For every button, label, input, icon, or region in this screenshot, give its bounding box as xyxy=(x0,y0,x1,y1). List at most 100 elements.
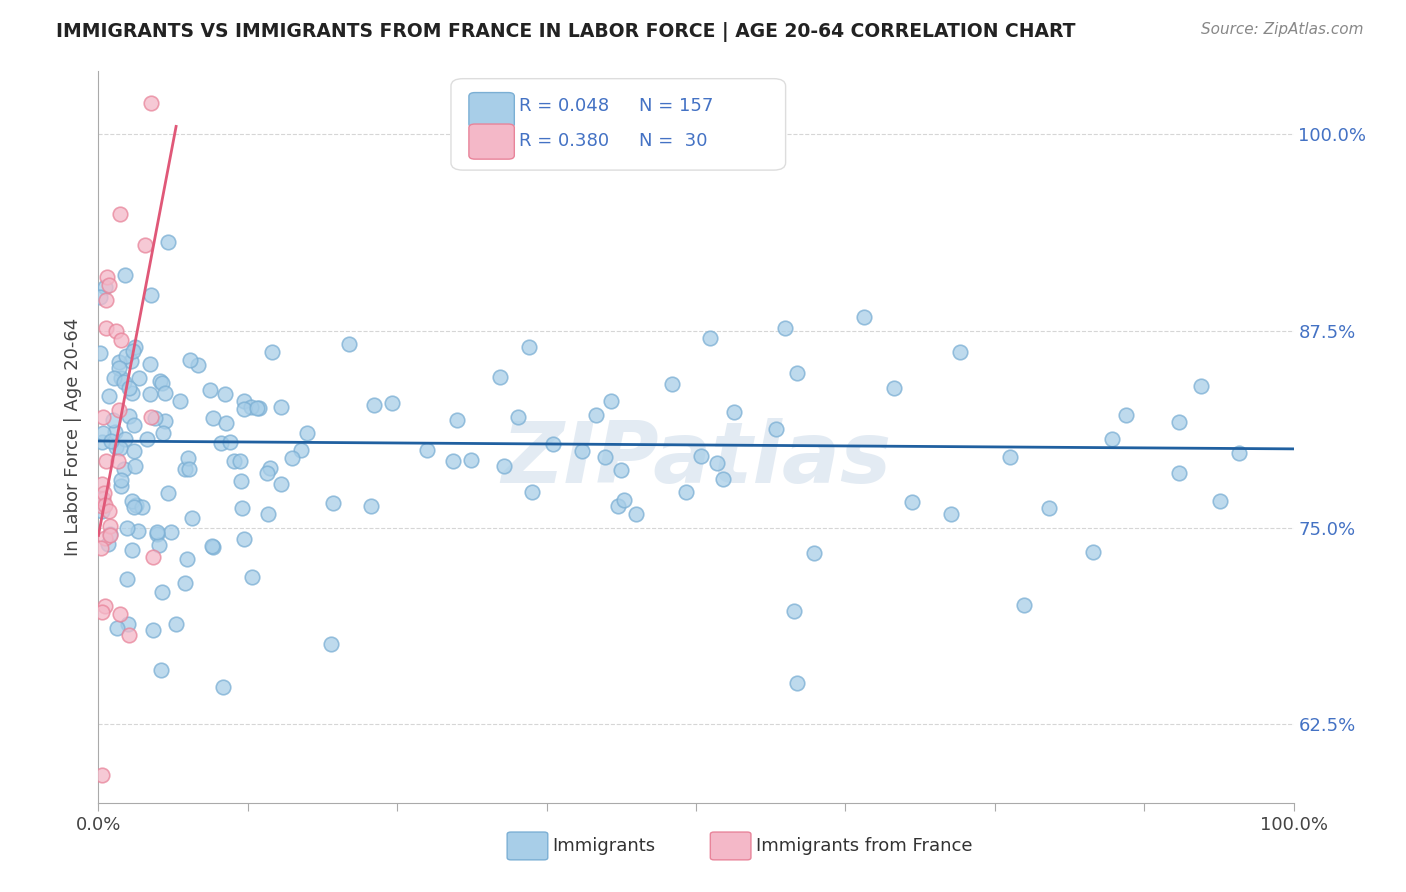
Point xyxy=(153,386,176,401)
Point xyxy=(121,385,143,400)
Point xyxy=(232,402,254,417)
Point xyxy=(1167,466,1189,480)
Text: R = 0.380: R = 0.380 xyxy=(519,132,609,150)
Point xyxy=(91,491,114,505)
Point xyxy=(219,434,242,449)
Point xyxy=(177,450,200,465)
Point xyxy=(117,409,139,424)
Point xyxy=(233,393,256,408)
Point xyxy=(152,425,174,440)
Point xyxy=(416,442,439,457)
Point xyxy=(624,508,647,522)
Point xyxy=(443,454,465,468)
Point xyxy=(257,507,280,521)
Point xyxy=(98,527,121,541)
Point xyxy=(1014,599,1036,613)
Point xyxy=(159,525,181,540)
Point xyxy=(706,456,728,470)
Point xyxy=(91,477,114,491)
Point xyxy=(337,337,360,351)
Point xyxy=(212,680,235,694)
Point xyxy=(94,321,117,335)
Point xyxy=(165,616,187,631)
Point xyxy=(157,486,180,500)
Point xyxy=(765,422,787,436)
Point xyxy=(94,531,117,545)
Point xyxy=(202,540,225,554)
Point xyxy=(215,416,238,430)
Point xyxy=(176,552,198,566)
Point xyxy=(360,499,382,513)
Point xyxy=(214,386,236,401)
Point xyxy=(661,377,683,392)
Text: Source: ZipAtlas.com: Source: ZipAtlas.com xyxy=(1201,22,1364,37)
Point xyxy=(93,485,115,500)
Point xyxy=(711,472,734,486)
Point xyxy=(120,354,142,368)
Point xyxy=(118,628,141,642)
Point xyxy=(901,495,924,509)
Point xyxy=(128,370,150,384)
Point xyxy=(108,361,131,376)
Point xyxy=(853,310,876,325)
Point xyxy=(150,584,173,599)
Point xyxy=(202,410,225,425)
Point xyxy=(91,426,114,441)
Point xyxy=(125,498,148,512)
FancyBboxPatch shape xyxy=(508,832,548,860)
Point xyxy=(321,636,343,650)
Point xyxy=(224,454,246,468)
Point xyxy=(105,622,128,636)
Point xyxy=(91,492,114,507)
Text: Immigrants: Immigrants xyxy=(553,837,655,855)
Point xyxy=(90,768,112,782)
Point xyxy=(675,485,697,500)
Point xyxy=(105,440,128,454)
Point xyxy=(112,375,135,389)
Point xyxy=(256,466,278,480)
FancyBboxPatch shape xyxy=(470,93,515,128)
Y-axis label: In Labor Force | Age 20-64: In Labor Force | Age 20-64 xyxy=(63,318,82,557)
Point xyxy=(883,381,905,395)
Point xyxy=(949,344,972,359)
Text: Immigrants from France: Immigrants from France xyxy=(756,837,972,855)
Point xyxy=(153,414,176,428)
Point xyxy=(295,425,318,440)
Point xyxy=(134,238,156,252)
Point xyxy=(322,496,344,510)
Point xyxy=(135,432,157,446)
Point xyxy=(520,484,543,499)
Point xyxy=(97,277,120,292)
Point xyxy=(281,451,304,466)
Point xyxy=(96,270,118,285)
Point xyxy=(1115,408,1137,422)
FancyBboxPatch shape xyxy=(451,78,786,170)
Point xyxy=(494,458,516,473)
Point xyxy=(198,383,221,397)
Point xyxy=(240,400,263,414)
Point xyxy=(110,371,132,385)
Point xyxy=(121,543,143,558)
Point xyxy=(108,607,131,621)
Point xyxy=(229,454,252,468)
Point xyxy=(1209,494,1232,508)
Point xyxy=(446,413,468,427)
Point xyxy=(246,401,269,415)
Point xyxy=(179,461,201,475)
Point xyxy=(148,538,170,552)
Point xyxy=(460,453,482,467)
Point xyxy=(90,435,112,450)
Point xyxy=(381,396,404,410)
Point xyxy=(94,280,117,294)
Point xyxy=(1189,379,1212,393)
Point xyxy=(260,345,283,359)
Text: ZIPatlas: ZIPatlas xyxy=(501,417,891,500)
Text: N =  30: N = 30 xyxy=(638,132,707,150)
Point xyxy=(585,408,607,422)
Point xyxy=(91,606,114,620)
Point xyxy=(110,333,132,347)
FancyBboxPatch shape xyxy=(710,832,751,860)
Point xyxy=(138,357,160,371)
Point xyxy=(104,324,127,338)
Point xyxy=(124,458,146,473)
